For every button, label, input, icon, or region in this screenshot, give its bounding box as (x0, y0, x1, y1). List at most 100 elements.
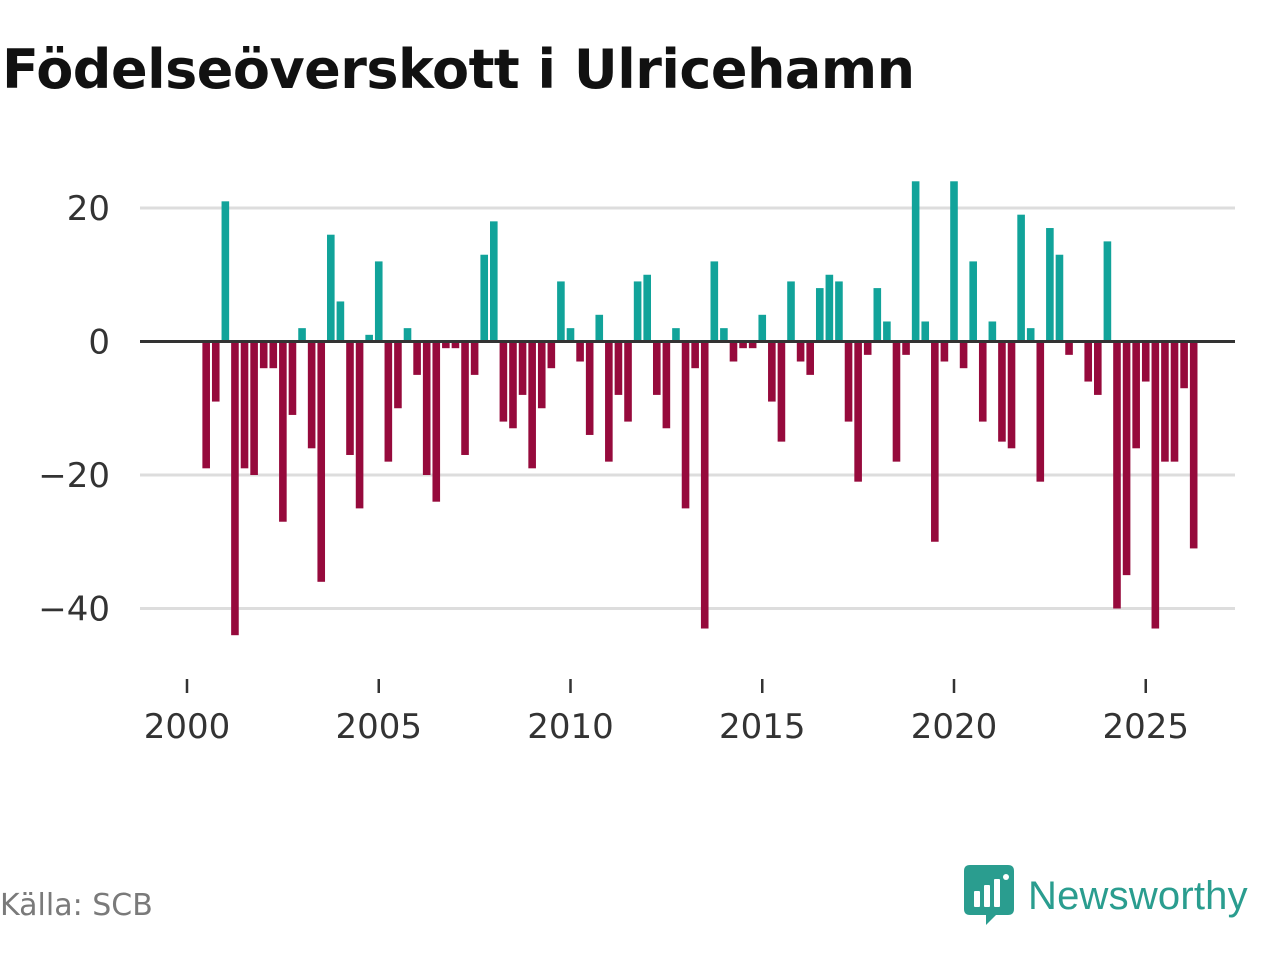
bar[interactable] (298, 328, 306, 342)
bar[interactable] (442, 341, 450, 349)
bar[interactable] (1189, 341, 1198, 549)
bar[interactable] (566, 328, 575, 342)
bar[interactable] (250, 341, 258, 476)
bar[interactable] (374, 261, 383, 342)
bar[interactable] (911, 181, 920, 342)
bar[interactable] (327, 234, 335, 342)
bar[interactable] (1113, 341, 1121, 609)
bar[interactable] (384, 341, 393, 462)
bar[interactable] (432, 341, 441, 502)
bar[interactable] (231, 341, 239, 636)
bar[interactable] (614, 341, 623, 395)
bar[interactable] (748, 341, 757, 349)
bar[interactable] (557, 281, 565, 342)
bar[interactable] (1170, 341, 1179, 462)
bar[interactable] (394, 341, 402, 409)
bar[interactable] (537, 341, 546, 409)
bar[interactable] (1161, 341, 1169, 462)
bar[interactable] (758, 314, 767, 342)
bar[interactable] (461, 341, 469, 455)
bar[interactable] (422, 341, 431, 476)
bar[interactable] (1065, 341, 1073, 355)
bar[interactable] (528, 341, 536, 469)
bar[interactable] (1103, 241, 1112, 342)
bar[interactable] (259, 341, 268, 369)
bar[interactable] (1084, 341, 1093, 382)
bar[interactable] (509, 341, 517, 429)
bar[interactable] (633, 281, 642, 342)
bar[interactable] (691, 341, 699, 369)
bar[interactable] (211, 341, 220, 402)
bar[interactable] (969, 261, 977, 342)
bar[interactable] (720, 328, 728, 342)
bar[interactable] (518, 341, 527, 395)
bar[interactable] (279, 341, 287, 522)
bar[interactable] (336, 301, 345, 342)
bar[interactable] (787, 281, 795, 342)
bar[interactable] (413, 341, 421, 375)
bar[interactable] (863, 341, 872, 355)
bar[interactable] (1180, 341, 1188, 389)
bar[interactable] (307, 341, 316, 449)
bar[interactable] (700, 341, 709, 629)
bar[interactable] (681, 341, 690, 509)
bar[interactable] (710, 261, 719, 342)
bar[interactable] (1036, 341, 1045, 482)
bar[interactable] (365, 334, 373, 342)
bar[interactable] (854, 341, 862, 482)
bar[interactable] (547, 341, 556, 369)
bar[interactable] (835, 281, 843, 342)
bar[interactable] (470, 341, 479, 375)
bar[interactable] (729, 341, 738, 362)
bar[interactable] (576, 341, 584, 362)
bar[interactable] (490, 221, 498, 342)
bar[interactable] (595, 314, 604, 342)
bar[interactable] (643, 274, 651, 342)
bar[interactable] (902, 341, 910, 355)
bar[interactable] (883, 321, 891, 342)
bar[interactable] (317, 341, 326, 582)
bar[interactable] (892, 341, 901, 462)
bar[interactable] (1122, 341, 1131, 576)
bar[interactable] (921, 321, 930, 342)
bar[interactable] (739, 341, 747, 349)
bar[interactable] (1141, 341, 1150, 382)
bar[interactable] (978, 341, 987, 422)
bar[interactable] (346, 341, 354, 455)
bar[interactable] (202, 341, 210, 469)
bar[interactable] (1094, 341, 1102, 395)
bar[interactable] (451, 341, 460, 349)
bar[interactable] (605, 341, 613, 462)
bar[interactable] (1017, 214, 1025, 342)
bar[interactable] (585, 341, 594, 435)
bar[interactable] (652, 341, 661, 395)
bar[interactable] (988, 321, 997, 342)
bar[interactable] (931, 341, 939, 542)
bar[interactable] (815, 288, 824, 342)
brand-logo[interactable]: Newsworthy (964, 864, 1248, 928)
bar[interactable] (768, 341, 776, 402)
bar[interactable] (269, 341, 278, 369)
bar[interactable] (806, 341, 814, 375)
bar[interactable] (950, 181, 958, 342)
bar[interactable] (1055, 254, 1064, 342)
bar[interactable] (1007, 341, 1016, 449)
bar[interactable] (288, 341, 297, 415)
bar[interactable] (355, 341, 364, 509)
bar[interactable] (998, 341, 1006, 442)
bar[interactable] (1046, 228, 1054, 342)
bar[interactable] (1151, 341, 1160, 629)
bar[interactable] (662, 341, 671, 429)
bar[interactable] (1026, 328, 1035, 342)
bar[interactable] (844, 341, 853, 422)
bar[interactable] (499, 341, 508, 422)
bar[interactable] (796, 341, 805, 362)
bar[interactable] (240, 341, 249, 469)
bar[interactable] (959, 341, 968, 369)
bar[interactable] (480, 254, 489, 342)
bar[interactable] (825, 274, 834, 342)
bar[interactable] (1132, 341, 1140, 449)
bar[interactable] (624, 341, 632, 422)
bar[interactable] (873, 288, 882, 342)
bar[interactable] (777, 341, 786, 442)
